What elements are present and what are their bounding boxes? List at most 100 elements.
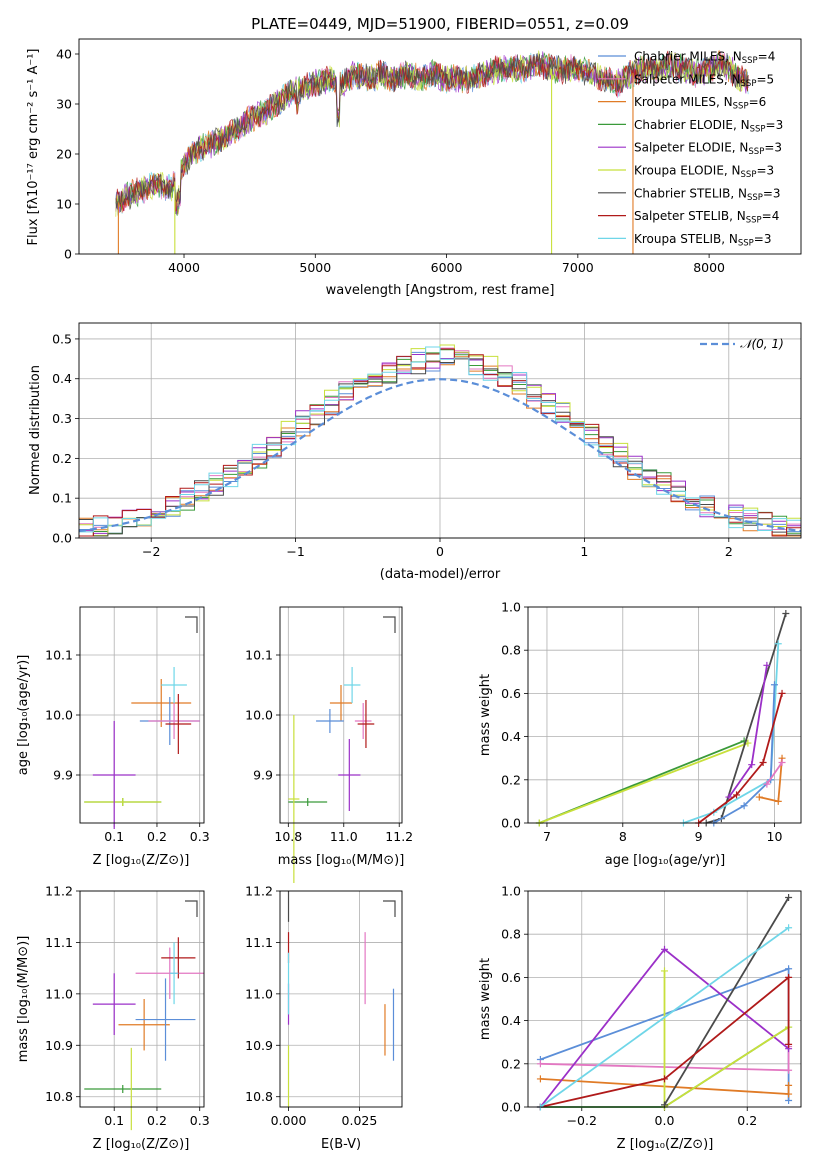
x-tick-label: 0.2 xyxy=(737,1113,757,1128)
weight-point xyxy=(740,802,748,810)
y-tick-label: 0.2 xyxy=(52,451,72,466)
weight-point xyxy=(785,1040,793,1048)
legend-subscript: SSP xyxy=(741,79,757,89)
corner-marker xyxy=(185,616,198,633)
x-tick-label: 0.1 xyxy=(104,1113,124,1128)
z-age-xlabel: Z [log₁₀(Z/Z⊙)] xyxy=(93,853,190,868)
y-tick-label: 0.1 xyxy=(52,491,72,506)
weight-point xyxy=(733,791,741,799)
x-tick-label: 5000 xyxy=(299,260,331,275)
axes-frame xyxy=(279,606,403,824)
age-weight-xlabel: age [log₁₀(age/yr)] xyxy=(605,853,726,868)
y-tick-label: 0.8 xyxy=(501,927,521,942)
legend-count: =3 xyxy=(756,164,774,178)
weight-point xyxy=(759,759,767,767)
y-tick-label: 10.9 xyxy=(45,1038,73,1053)
legend-subscript: SSP xyxy=(748,147,764,157)
x-tick-label: 9 xyxy=(695,829,703,844)
y-tick-label: 0.5 xyxy=(52,331,72,346)
y-tick-label: 10.9 xyxy=(245,1038,273,1053)
weight-point xyxy=(778,689,786,697)
axes-frame xyxy=(527,606,802,824)
corner-marker xyxy=(185,900,198,917)
y-tick-label: 0.2 xyxy=(501,772,521,787)
y-tick-label: 1.0 xyxy=(501,884,521,899)
y-tick-label: 0.0 xyxy=(52,531,72,546)
weight-point xyxy=(770,681,778,689)
y-tick-label: 30 xyxy=(56,97,72,112)
z-age-panel: 0.1 0.2 0.3 9.9 10.0 10.1 xyxy=(45,606,210,844)
y-tick-label: 11.1 xyxy=(245,935,273,950)
y-tick-label: 10.1 xyxy=(45,648,73,663)
weight-series-line xyxy=(539,742,749,824)
legend-subscript: SSP xyxy=(746,216,762,226)
y-tick-label: 10.8 xyxy=(45,1089,73,1104)
x-tick-label: 7 xyxy=(543,829,551,844)
y-tick-label: 1.0 xyxy=(501,600,521,615)
weight-series-line xyxy=(766,761,783,785)
spectrum-ylabel: Flux [fλ10⁻¹⁷ erg cm⁻² s⁻¹ A⁻¹] xyxy=(26,49,41,246)
weight-series-line xyxy=(540,975,790,1108)
x-tick-label: 4000 xyxy=(168,260,200,275)
z-weight-ylabel: mass weight xyxy=(478,958,493,1040)
z-mass-ylabel: mass [log₁₀(M/M⊙)] xyxy=(16,936,31,1063)
weight-series-line xyxy=(698,693,783,824)
weight-point xyxy=(763,661,771,669)
weight-point xyxy=(774,797,782,805)
residual-panel: −2 −1 0 1 2 0.0 0.1 0.2 0.3 0.4 0.5 𝒩(0, 1) xyxy=(52,322,802,559)
z-mass-xlabel: Z [log₁₀(Z/Z⊙)] xyxy=(93,1137,190,1152)
y-tick-label: 10.0 xyxy=(245,708,273,723)
weight-point xyxy=(661,967,668,975)
weight-point xyxy=(785,924,793,932)
z-mass-panel: 0.1 0.2 0.3 10.8 10.9 11.0 11.1 11.2 xyxy=(45,884,210,1131)
x-tick-label: 0.025 xyxy=(342,1113,378,1128)
x-tick-label: 0.2 xyxy=(147,1113,167,1128)
weight-point xyxy=(661,1075,668,1083)
age-weight-panel: 7 8 9 10 0.0 0.2 0.4 0.6 0.8 1.0 xyxy=(501,600,802,844)
y-tick-label: 0.8 xyxy=(501,643,521,658)
y-tick-label: 0.6 xyxy=(501,686,521,701)
y-tick-label: 40 xyxy=(56,47,72,62)
legend-count: =5 xyxy=(756,72,774,86)
spectrum-xlabel: wavelength [Angstrom, rest frame] xyxy=(326,283,555,298)
legend-subscript: SSP xyxy=(742,56,758,66)
x-tick-label: 8000 xyxy=(693,260,725,275)
y-tick-label: 0.2 xyxy=(501,1056,521,1071)
spectrum-series-line xyxy=(115,50,749,210)
x-tick-label: 0 xyxy=(436,544,444,559)
axes-frame xyxy=(78,322,802,539)
legend-count: =3 xyxy=(754,232,772,246)
weight-point xyxy=(785,965,793,973)
weight-series-line xyxy=(539,926,790,1108)
z-weight-panel: −0.2 0.0 0.2 0.0 0.2 0.4 0.6 0.8 1.0 xyxy=(501,884,802,1128)
legend-count: =3 xyxy=(763,186,781,200)
z-age-ylabel: age [log₁₀(age/yr)] xyxy=(16,655,31,776)
corner-marker xyxy=(383,616,396,633)
x-tick-label: 0.3 xyxy=(190,1113,210,1128)
ebv-mass-panel: 0.000 0.025 10.8 10.9 11.0 11.1 11.2 xyxy=(245,884,403,1128)
weight-point xyxy=(755,793,763,801)
y-tick-label: 11.2 xyxy=(245,884,273,899)
weight-point xyxy=(785,1097,793,1105)
x-tick-label: −2 xyxy=(142,544,160,559)
axes-frame xyxy=(279,890,403,1108)
legend-label: Chabrier ELODIE, NSSP=3 xyxy=(634,118,783,135)
x-tick-label: 0.000 xyxy=(271,1113,307,1128)
weight-series-line xyxy=(663,897,790,1106)
axes-frame xyxy=(527,890,802,1108)
residual-ylabel: Normed distribution xyxy=(28,365,43,495)
weight-point xyxy=(785,1090,793,1098)
legend-count: =4 xyxy=(762,209,780,223)
y-tick-label: 0.4 xyxy=(52,371,72,386)
legend-count: =3 xyxy=(766,118,784,132)
weight-point xyxy=(774,640,782,648)
y-tick-label: 0.6 xyxy=(501,970,521,985)
y-tick-label: 9.9 xyxy=(53,768,73,783)
y-tick-label: 20 xyxy=(56,147,72,162)
residual-xlabel: (data-model)/error xyxy=(380,567,501,582)
y-tick-label: 10.1 xyxy=(245,648,273,663)
spectrum-panel: 4000 5000 6000 7000 8000 0 10 20 30 40 Chabrier MI… xyxy=(56,38,802,275)
legend-count: =3 xyxy=(764,141,782,155)
weight-point xyxy=(661,945,668,953)
